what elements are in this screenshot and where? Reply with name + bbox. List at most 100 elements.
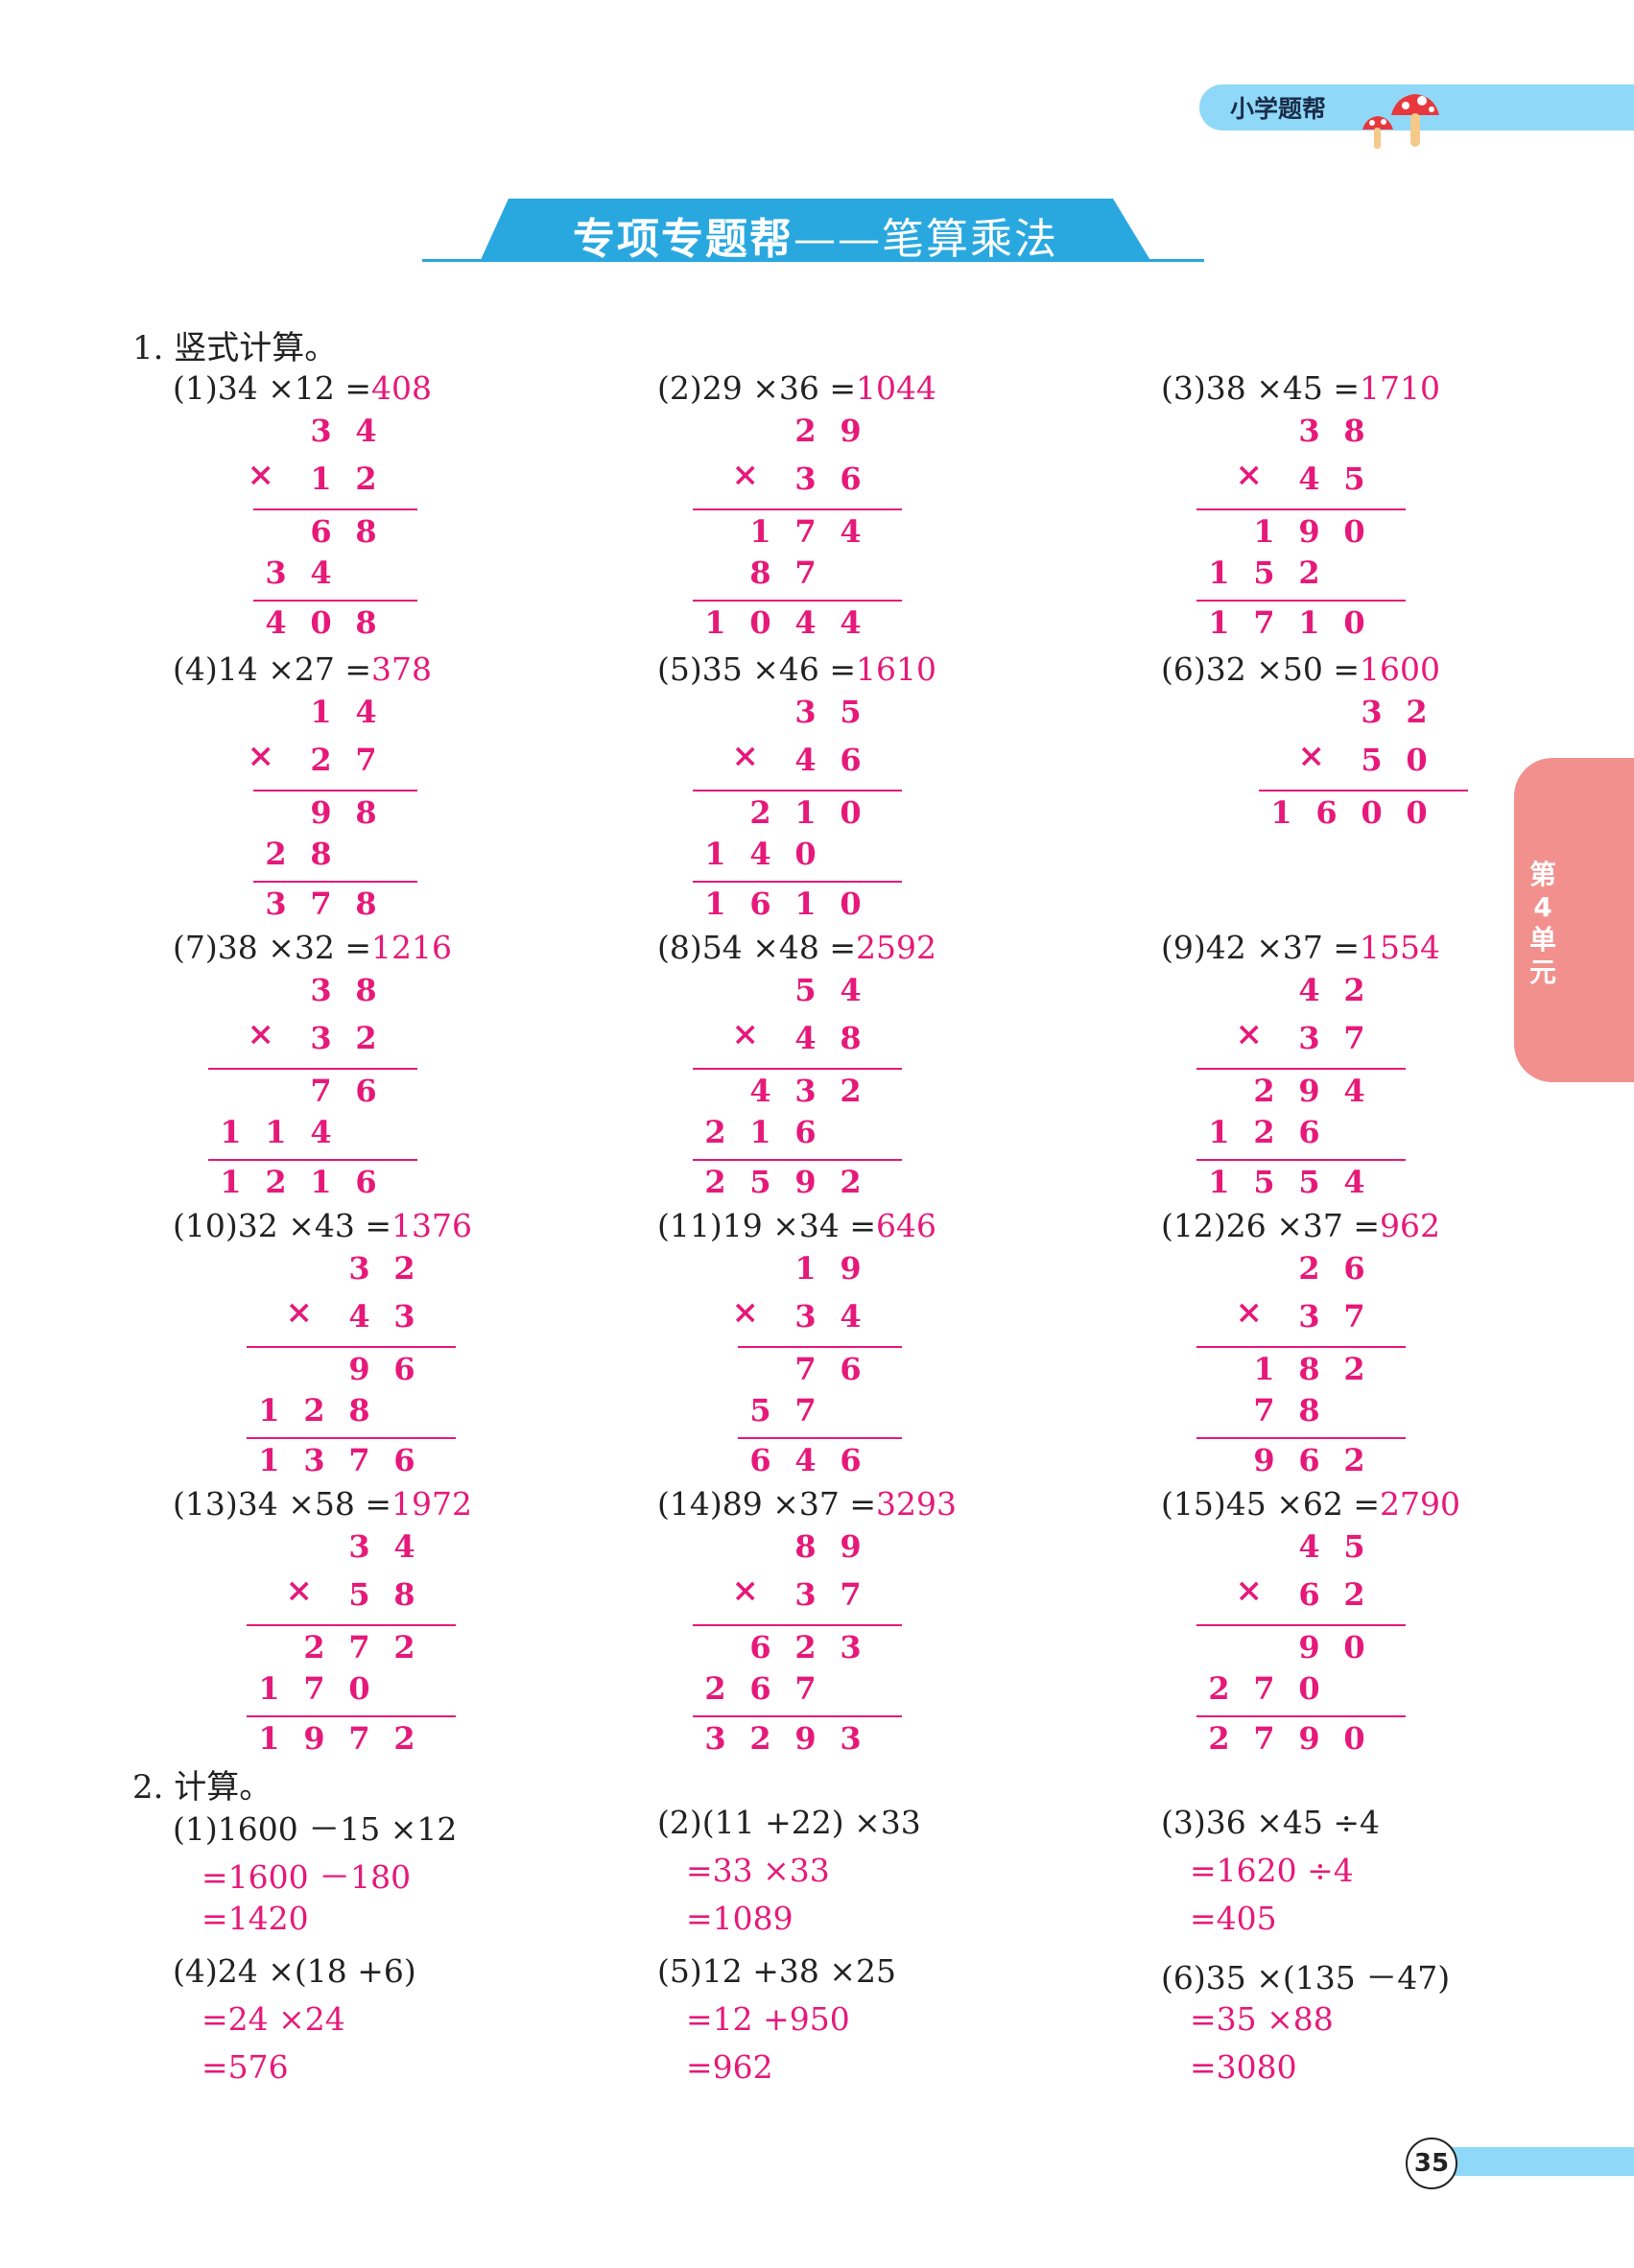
calc-line bbox=[1196, 600, 1406, 602]
vertical-problem: (4)14 ×27 =378 1 4 × 2 7 9 8 2 8 3 7 8 bbox=[173, 650, 633, 929]
calc-step: =1420 bbox=[201, 1900, 309, 1937]
calc-problem: (4)24 ×(18 +6) =24 ×24 =576 bbox=[173, 1952, 633, 2096]
problem-label: (14)89 ×37 = bbox=[657, 1485, 877, 1523]
calc-line bbox=[253, 790, 417, 791]
calc-line bbox=[247, 1624, 456, 1626]
calc-line bbox=[247, 1346, 456, 1348]
vertical-problem: (5)35 ×46 =1610 3 5 × 4 6 2 1 0 1 4 0 1 6 1 0 bbox=[657, 650, 1118, 929]
vertical-calc: 8 9 × 3 7 6 2 3 2 6 7 3 2 9 3 bbox=[657, 1485, 902, 1763]
problem-answer: 408 bbox=[371, 369, 433, 407]
problem-label: (1)34 ×12 = bbox=[173, 369, 372, 407]
calc-line bbox=[1259, 790, 1468, 791]
vertical-calc: 2 9 × 3 6 1 7 4 8 7 1 0 4 4 bbox=[657, 369, 902, 648]
problem-answer: 378 bbox=[371, 650, 433, 688]
problem-equation: (11)19 ×34 =646 bbox=[657, 1207, 936, 1244]
problem-equation: (9)42 ×37 =1554 bbox=[1161, 929, 1440, 966]
vertical-calc: 3 4 × 5 8 2 7 2 1 7 0 1 9 7 2 bbox=[173, 1485, 456, 1763]
problem-label: (2)29 ×36 = bbox=[657, 369, 857, 407]
problem-answer: 2790 bbox=[1380, 1485, 1460, 1523]
calc-line bbox=[253, 600, 417, 602]
times-sign: × bbox=[731, 737, 760, 775]
times-sign: × bbox=[1235, 456, 1264, 494]
calc-question: (5)12 +38 ×25 bbox=[657, 1952, 896, 1990]
problem-equation: (10)32 ×43 =1376 bbox=[173, 1207, 472, 1244]
calc-line bbox=[693, 881, 902, 883]
calc-step: =12 +950 bbox=[686, 2000, 850, 2038]
calc-step: =1620 ÷4 bbox=[1190, 1852, 1354, 1889]
calc-line bbox=[1196, 1715, 1406, 1717]
vertical-problem: (15)45 ×62 =2790 4 5 × 6 2 9 0 2 7 0 2 7 9 0 bbox=[1161, 1485, 1622, 1763]
vertical-problem: (13)34 ×58 =1972 3 4 × 5 8 2 7 2 1 7 0 1 9 7 2 bbox=[173, 1485, 633, 1763]
times-sign: × bbox=[731, 1015, 760, 1053]
problem-equation: (5)35 ×46 =1610 bbox=[657, 650, 936, 688]
vertical-problem: (14)89 ×37 =3293 8 9 × 3 7 6 2 3 2 6 7 3 2 9 3 bbox=[657, 1485, 1118, 1763]
calc-line bbox=[693, 1159, 902, 1161]
calc-line bbox=[253, 881, 417, 883]
vertical-problem: (10)32 ×43 =1376 3 2 × 4 3 9 6 1 2 8 1 3 7 6 bbox=[173, 1207, 633, 1485]
times-sign: × bbox=[1235, 1571, 1264, 1610]
problem-label: (10)32 ×43 = bbox=[173, 1207, 392, 1244]
vertical-calc: 3 2 × 4 3 9 6 1 2 8 1 3 7 6 bbox=[173, 1207, 456, 1485]
calc-line bbox=[247, 1437, 456, 1439]
times-sign: × bbox=[731, 1571, 760, 1610]
problem-label: (4)14 ×27 = bbox=[173, 650, 372, 688]
problem-label: (5)35 ×46 = bbox=[657, 650, 857, 688]
problem-equation: (6)32 ×50 =1600 bbox=[1161, 650, 1440, 688]
calc-line bbox=[693, 1624, 902, 1626]
calc-line bbox=[693, 790, 902, 791]
problem-label: (3)38 ×45 = bbox=[1161, 369, 1361, 407]
vertical-calc: 3 2 × 5 0 1 6 0 0 bbox=[1161, 650, 1468, 929]
calc-line bbox=[693, 1715, 902, 1717]
calc-step: =24 ×24 bbox=[201, 2000, 345, 2038]
problem-answer: 962 bbox=[1380, 1207, 1441, 1244]
unit-tab bbox=[1514, 758, 1634, 1082]
times-sign: × bbox=[247, 1015, 275, 1053]
calc-step: =1600 －180 bbox=[201, 1858, 412, 1896]
problem-label: (11)19 ×34 = bbox=[657, 1207, 877, 1244]
calc-line bbox=[738, 1437, 902, 1439]
vertical-problem: (6)32 ×50 =1600 3 2 × 5 0 1 6 0 0 bbox=[1161, 650, 1622, 929]
vertical-problem: (8)54 ×48 =2592 5 4 × 4 8 4 3 2 2 1 6 2 5 9 2 bbox=[657, 929, 1118, 1207]
problem-label: (6)32 ×50 = bbox=[1161, 650, 1361, 688]
problem-answer: 2592 bbox=[856, 929, 936, 966]
times-sign: × bbox=[247, 737, 275, 775]
calc-line bbox=[1196, 508, 1406, 510]
times-sign: × bbox=[1235, 1015, 1264, 1053]
calc-step: =33 ×33 bbox=[686, 1852, 830, 1889]
problem-label: (9)42 ×37 = bbox=[1161, 929, 1361, 966]
problem-answer: 1554 bbox=[1360, 929, 1440, 966]
vertical-calc: 2 6 × 3 7 1 8 2 7 8 9 6 2 bbox=[1161, 1207, 1406, 1485]
banner-title-sub: ——笔算乘法 bbox=[793, 215, 1058, 264]
calc-step: =3080 bbox=[1190, 2048, 1297, 2086]
